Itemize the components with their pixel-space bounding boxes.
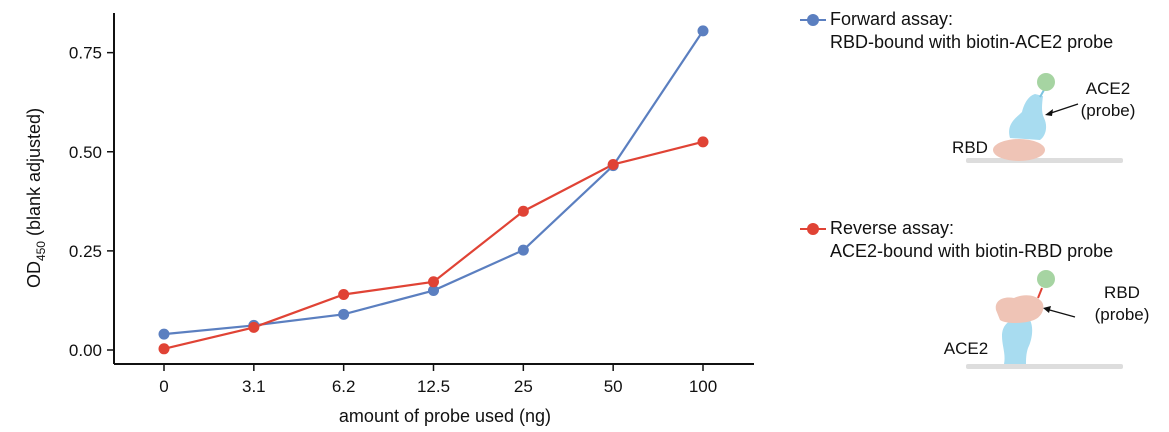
forward-surface-label: RBD [952,138,988,157]
forward-rbd-shape [993,139,1045,161]
reverse-rbd-shape [995,295,1044,323]
legend-forward-dot [807,13,819,26]
forward-biotin-linker [1039,89,1045,98]
x-tick-label: 6.2 [332,377,356,396]
data-point-forward [338,308,350,320]
forward-probe-label-line2: (probe) [1081,101,1136,120]
data-point-reverse [158,343,170,355]
series-lines [163,30,704,350]
reverse-arrow-head-icon [1043,306,1051,313]
legend-forward: Forward assay: RBD-bound with biotin-ACE… [800,8,1113,54]
data-point-forward [428,285,439,297]
y-axis-title-subscript: 450 [34,241,48,261]
legend-reverse-row: Reverse assay: [800,217,1113,240]
forward-ace2-shape [1009,94,1047,140]
legend-forward-description: RBD-bound with biotin-ACE2 probe [830,32,1114,52]
forward-arrow-head-icon [1045,109,1053,116]
x-tick-label: 0 [159,377,168,396]
data-point-reverse [697,136,709,148]
reverse-assay-diagram: RBD (probe) ACE2 [944,270,1150,369]
x-axis-title: amount of probe used (ng) [339,406,551,426]
legend-reverse: Reverse assay: ACE2-bound with biotin-RB… [800,217,1113,263]
reverse-ace2-shape [1002,320,1033,364]
y-axis-title: OD450 (blank adjusted) [24,108,48,288]
x-tick-label: 3.1 [242,377,266,396]
legend-forward-key [800,13,826,26]
data-point-reverse [338,288,350,300]
y-tick-label: 0.25 [69,242,102,261]
data-point-forward [158,328,170,340]
data-point-reverse [428,276,439,288]
y-axis-title-suffix: (blank adjusted) [24,108,44,241]
y-tick-label: 0.50 [69,143,102,162]
legend-reverse-description: ACE2-bound with biotin-RBD probe [830,241,1114,261]
forward-biotin-icon [1037,73,1055,91]
reverse-probe-label-line2: (probe) [1095,305,1150,324]
data-point-forward [517,244,529,256]
x-tick-label: 12.5 [417,377,450,396]
y-tick-label: 0.00 [69,341,102,360]
y-tick-label: 0.75 [69,44,102,63]
forward-assay-diagram: ACE2 (probe) RBD [952,73,1136,163]
forward-pointer-arrow [1047,103,1079,115]
series-line-reverse [163,140,704,350]
data-point-reverse [607,158,619,170]
data-point-forward [697,25,709,37]
reverse-pointer-arrow [1045,308,1076,318]
chart-axes: 0.00 0.25 0.50 0.75 0 3.1 6.2 12.5 25 50 100 [69,13,754,396]
data-point-reverse [517,205,529,217]
x-tick-label: 100 [689,377,717,396]
reverse-surface [966,364,1123,369]
x-tick-label: 25 [514,377,533,396]
reverse-surface-label: ACE2 [944,339,988,358]
legend-reverse-key [800,222,826,235]
reverse-biotin-linker [1037,287,1043,299]
series-points [158,25,709,355]
forward-probe-label-line1: ACE2 [1086,79,1130,98]
line-chart: 0.00 0.25 0.50 0.75 0 3.1 6.2 12.5 25 50 100 amoun… [24,13,754,426]
legend-forward-name: Forward assay: [830,9,954,29]
x-tick-label: 50 [604,377,623,396]
data-point-reverse [248,321,260,333]
legend-reverse-name: Reverse assay: [830,218,955,238]
reverse-biotin-icon [1037,270,1055,288]
reverse-probe-label-line1: RBD [1104,283,1140,302]
legend-reverse-dot [807,222,819,235]
y-axis-title-main: OD [24,261,44,288]
forward-surface [966,158,1123,163]
legend-forward-row: Forward assay: [800,8,1113,31]
